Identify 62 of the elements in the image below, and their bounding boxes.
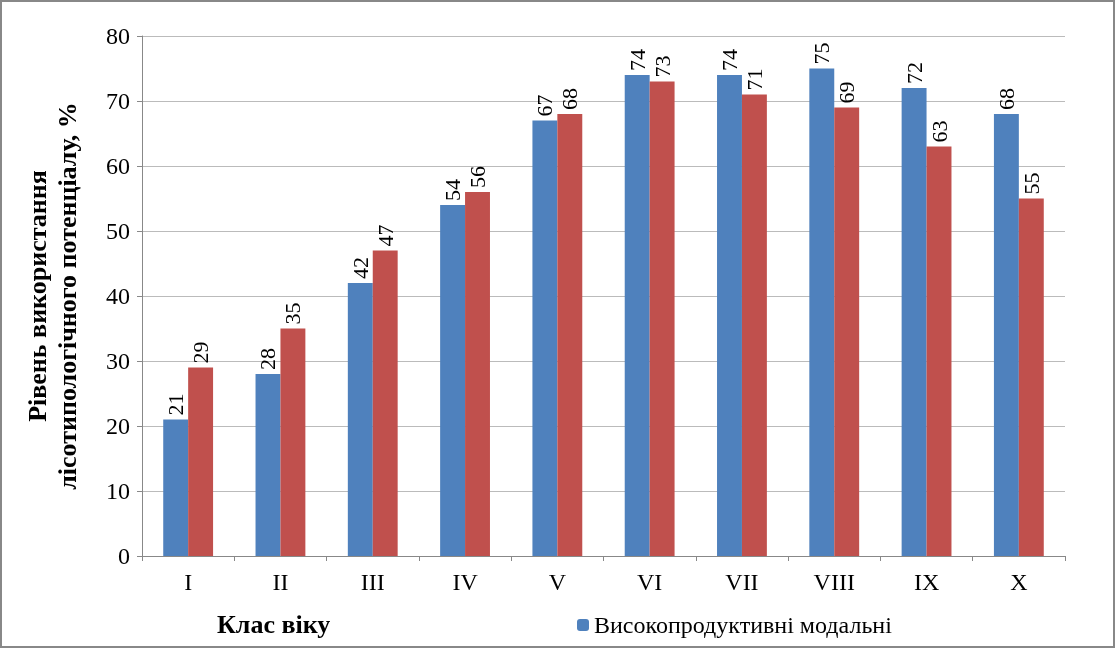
y-tick-label: 70	[106, 88, 130, 114]
data-label: 21	[163, 393, 189, 416]
data-label: 29	[188, 341, 214, 364]
data-label: 72	[901, 62, 927, 84]
y-tick-label: 80	[106, 23, 130, 49]
x-tick-label: IX	[913, 569, 940, 595]
data-label: 68	[557, 88, 583, 110]
data-label: 71	[741, 68, 767, 91]
y-tick-label: 40	[106, 283, 130, 309]
data-label: 68	[993, 88, 1019, 110]
data-label: 56	[465, 166, 491, 188]
bar	[1018, 198, 1044, 556]
bar	[557, 114, 583, 556]
data-label: 74	[624, 49, 650, 71]
bar	[926, 146, 952, 556]
data-label: 69	[834, 81, 860, 104]
data-label: 73	[649, 55, 675, 78]
y-tick-label: 60	[106, 153, 130, 179]
y-tick-label: 0	[118, 543, 130, 569]
y-tick-label: 30	[106, 348, 130, 374]
y-tick-label: 50	[106, 218, 130, 244]
x-tick-label: III	[360, 569, 385, 595]
data-label: 75	[809, 42, 835, 65]
y-axis-title: Рівень використання лісотипологічного потенціалу, %	[22, 102, 82, 490]
bar	[440, 205, 466, 556]
bar	[347, 283, 373, 556]
data-label: 55	[1018, 172, 1044, 195]
bar	[280, 328, 306, 556]
bar	[163, 419, 189, 556]
data-label: 35	[280, 302, 306, 325]
data-label: 67	[532, 94, 558, 117]
bar	[809, 68, 835, 556]
bar	[993, 114, 1019, 556]
x-tick-label: VI	[636, 569, 663, 595]
x-axis-title: Клас віку	[217, 609, 331, 639]
x-tick-label: I	[184, 569, 193, 595]
bar	[532, 120, 558, 556]
data-label: 28	[255, 348, 281, 370]
y-tick-label: 20	[106, 413, 130, 439]
data-label: 54	[440, 179, 466, 201]
data-label: 63	[926, 120, 952, 143]
bar	[624, 75, 650, 556]
bar	[255, 374, 281, 556]
legend-label: Високопродуктивні модальні	[594, 612, 893, 638]
y-tick-label: 10	[106, 478, 130, 504]
bar	[465, 192, 490, 556]
bar	[188, 367, 214, 556]
x-tick-label: V	[548, 569, 567, 595]
bar	[741, 94, 767, 556]
data-label: 74	[716, 49, 742, 71]
x-tick-label: II	[272, 569, 289, 595]
x-tick-label: VIII	[813, 569, 855, 595]
bar	[834, 107, 860, 556]
bar	[717, 75, 742, 556]
data-label: 42	[347, 257, 373, 279]
data-label: 47	[372, 224, 398, 247]
x-tick-label: X	[1010, 569, 1028, 595]
bar	[901, 88, 927, 556]
x-tick-label: IV	[452, 569, 479, 595]
bar	[649, 81, 675, 556]
bar	[372, 250, 398, 556]
x-tick-label: VII	[725, 569, 759, 595]
